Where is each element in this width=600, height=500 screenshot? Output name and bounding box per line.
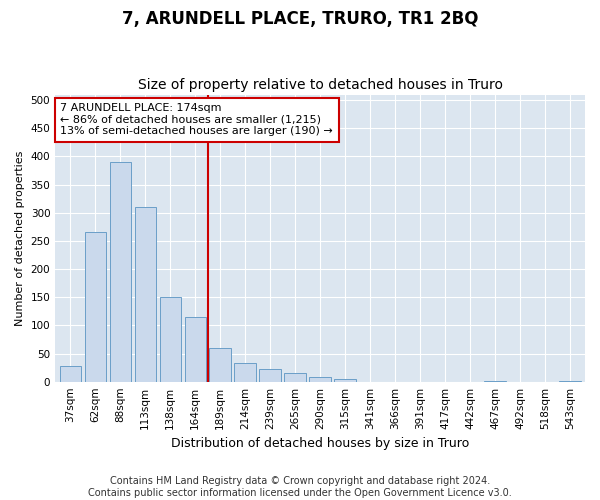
Bar: [134, 207, 156, 382]
Bar: [310, 377, 331, 382]
Text: 7 ARUNDELL PLACE: 174sqm
← 86% of detached houses are smaller (1,215)
13% of sem: 7 ARUNDELL PLACE: 174sqm ← 86% of detach…: [61, 103, 333, 136]
Bar: [85, 232, 106, 382]
Bar: [484, 380, 506, 382]
Bar: [209, 348, 231, 382]
Bar: [160, 297, 181, 382]
Text: Contains HM Land Registry data © Crown copyright and database right 2024.
Contai: Contains HM Land Registry data © Crown c…: [88, 476, 512, 498]
X-axis label: Distribution of detached houses by size in Truro: Distribution of detached houses by size …: [171, 437, 469, 450]
Bar: [284, 373, 306, 382]
Bar: [259, 368, 281, 382]
Bar: [235, 363, 256, 382]
Title: Size of property relative to detached houses in Truro: Size of property relative to detached ho…: [137, 78, 503, 92]
Y-axis label: Number of detached properties: Number of detached properties: [15, 150, 25, 326]
Bar: [559, 380, 581, 382]
Bar: [185, 317, 206, 382]
Text: 7, ARUNDELL PLACE, TRURO, TR1 2BQ: 7, ARUNDELL PLACE, TRURO, TR1 2BQ: [122, 10, 478, 28]
Bar: [59, 366, 81, 382]
Bar: [334, 379, 356, 382]
Bar: [110, 162, 131, 382]
